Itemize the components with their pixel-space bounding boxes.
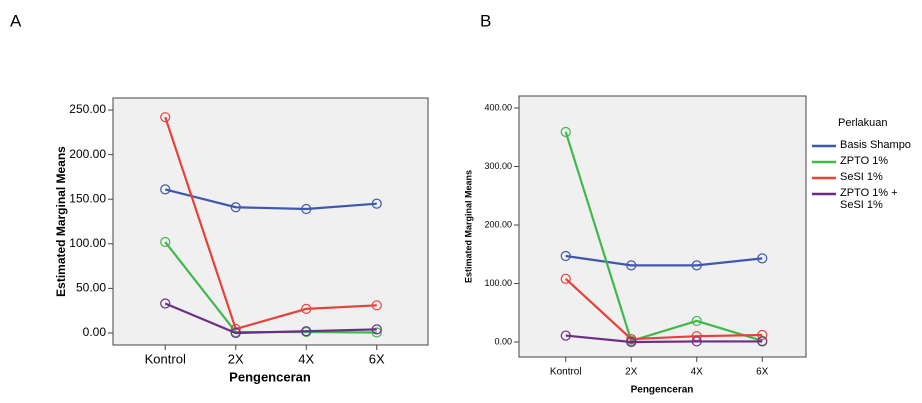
legend-label: Basis Shampo bbox=[840, 139, 911, 151]
y-tick-label: 150.00 bbox=[69, 191, 106, 205]
y-tick-label: 50.00 bbox=[76, 281, 106, 295]
y-axis-title: Estimated Marginal Means bbox=[54, 146, 68, 297]
point bbox=[691, 315, 702, 327]
x-tick-label: Kontrol bbox=[145, 351, 186, 366]
series-line bbox=[164, 116, 377, 331]
y-tick-label: 0.00 bbox=[83, 325, 107, 339]
x-tick-label: 2X bbox=[625, 367, 638, 378]
point bbox=[301, 303, 312, 314]
point bbox=[757, 329, 768, 341]
point bbox=[230, 327, 241, 339]
point bbox=[160, 298, 171, 309]
legend-title: Perlakuan bbox=[838, 117, 888, 129]
y-tick-label: 100.00 bbox=[484, 278, 512, 288]
x-axis-title: Pengenceran bbox=[229, 369, 311, 384]
x-tick-label: 6X bbox=[756, 367, 769, 378]
x-tick-label: Kontrol bbox=[550, 367, 582, 378]
point bbox=[757, 253, 768, 264]
point bbox=[691, 260, 702, 271]
legend-label: ZPTO 1% + SeSI 1% bbox=[840, 187, 898, 211]
point bbox=[160, 112, 171, 123]
y-tick-label: 0.00 bbox=[494, 336, 512, 346]
y-tick-label: 100.00 bbox=[69, 236, 106, 250]
point bbox=[301, 203, 312, 215]
plot-area bbox=[518, 95, 807, 358]
point bbox=[560, 273, 571, 284]
series-line bbox=[164, 188, 377, 211]
point bbox=[230, 202, 241, 213]
y-tick-label: 300.00 bbox=[484, 161, 512, 171]
point bbox=[371, 300, 382, 311]
point bbox=[560, 126, 571, 138]
x-tick-label: 4X bbox=[298, 351, 314, 366]
series-line bbox=[164, 302, 377, 335]
y-tick-label: 250.00 bbox=[69, 102, 106, 116]
legend-label: SeSI 1% bbox=[840, 171, 883, 183]
series-line bbox=[564, 131, 763, 343]
point bbox=[371, 324, 382, 335]
point bbox=[560, 330, 571, 341]
x-tick-label: 4X bbox=[691, 367, 704, 378]
series-line bbox=[565, 334, 763, 344]
point bbox=[160, 184, 171, 195]
point bbox=[371, 327, 382, 338]
point bbox=[757, 336, 768, 347]
point bbox=[691, 336, 702, 347]
y-tick-label: 200.00 bbox=[69, 147, 106, 161]
series-line bbox=[565, 278, 763, 341]
legend-label: ZPTO 1% bbox=[840, 155, 889, 167]
point bbox=[160, 236, 171, 248]
panel-label: B bbox=[480, 11, 491, 30]
x-tick-label: 6X bbox=[369, 351, 385, 366]
point bbox=[626, 336, 637, 348]
panel-label: A bbox=[10, 11, 22, 30]
series-line bbox=[565, 254, 763, 267]
point bbox=[371, 198, 382, 209]
x-axis-title: Pengenceran bbox=[631, 385, 694, 396]
y-tick-label: 200.00 bbox=[484, 219, 512, 229]
point bbox=[626, 260, 637, 271]
x-tick-label: 2X bbox=[228, 351, 244, 366]
point bbox=[301, 326, 312, 337]
point bbox=[626, 333, 637, 345]
y-tick-label: 400.00 bbox=[484, 102, 512, 112]
point bbox=[560, 250, 571, 262]
y-axis-title: Estimated Marginal Means bbox=[463, 170, 473, 283]
